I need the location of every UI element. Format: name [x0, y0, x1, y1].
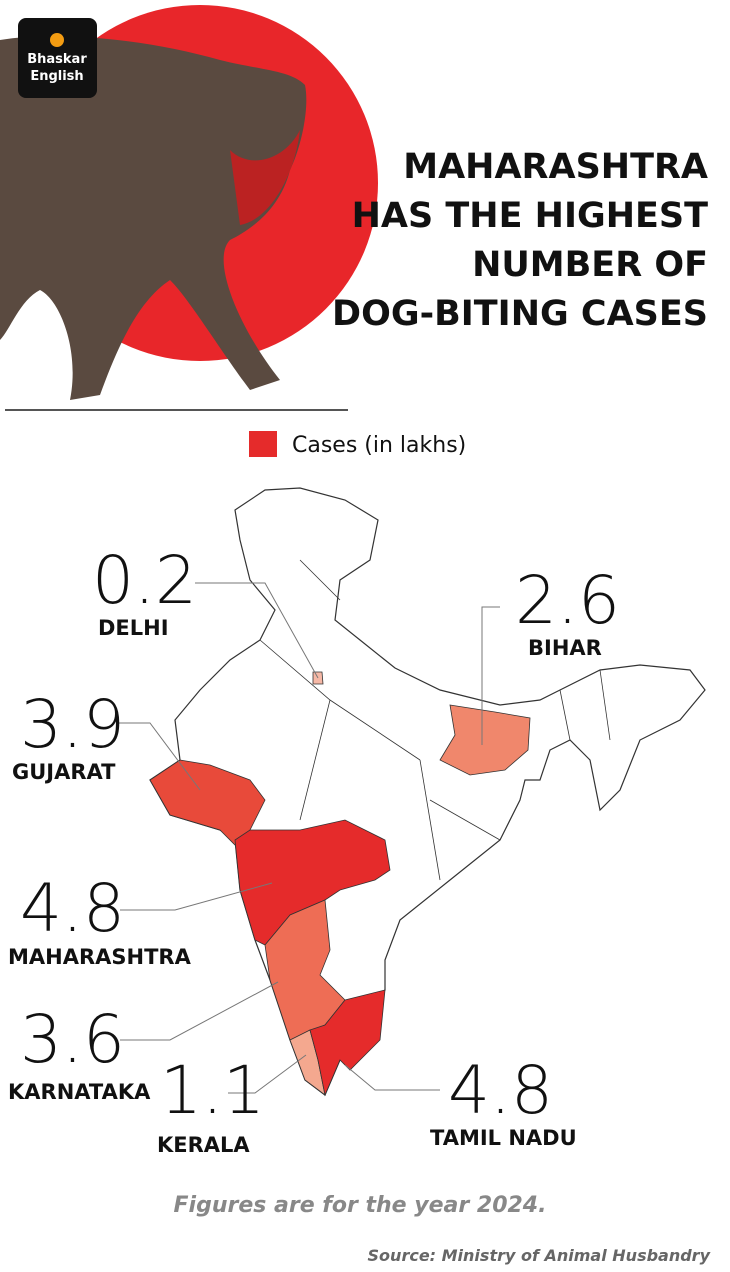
- logo-text: English: [30, 69, 83, 84]
- value-label: 4.8: [20, 870, 125, 947]
- region-name: BIHAR: [528, 636, 602, 660]
- region-name: MAHARASHTRA: [8, 945, 192, 969]
- leader-line: [120, 981, 279, 1041]
- leader-line: [344, 1064, 440, 1091]
- region: [439, 704, 531, 776]
- leader-line: [481, 606, 500, 745]
- legend-swatch: [249, 431, 277, 457]
- logo-dot: [50, 33, 64, 47]
- region-name: TAMIL NADU: [430, 1126, 577, 1150]
- value-label: 2.6: [515, 562, 620, 639]
- title-line: MAHARASHTRA: [403, 147, 708, 187]
- footnote: Figures are for the year 2024.: [174, 1193, 547, 1218]
- title-line: HAS THE HIGHEST: [352, 196, 708, 236]
- value-label: 0.2: [92, 542, 197, 619]
- region: [149, 759, 266, 846]
- state-borders: [259, 559, 611, 881]
- dog-mouth: [230, 130, 300, 225]
- logo-text: Bhaskar: [27, 52, 87, 67]
- legend-label: Cases (in lakhs): [292, 433, 466, 458]
- region-name: KERALA: [157, 1133, 250, 1157]
- region-name: DELHI: [98, 616, 169, 640]
- value-label: 3.9: [20, 686, 125, 763]
- leader-line: [195, 582, 319, 679]
- leader-line: [228, 1054, 307, 1094]
- region-name: GUJARAT: [12, 760, 116, 784]
- region: [264, 899, 346, 1041]
- logo-box: [18, 18, 97, 98]
- leader-line: [120, 882, 273, 911]
- value-label: 1.1: [160, 1052, 265, 1129]
- title: MAHARASHTRA HAS THE HIGHEST NUMBER OF DOG-B…: [332, 147, 708, 334]
- region-name: KARNATAKA: [8, 1080, 151, 1104]
- value-label: 3.6: [20, 1001, 125, 1078]
- region: [234, 819, 391, 946]
- title-line: NUMBER OF: [472, 245, 708, 285]
- title-line: DOG-BITING CASES: [332, 294, 708, 334]
- value-label: 4.8: [448, 1052, 553, 1129]
- leader-line: [118, 722, 201, 791]
- dog-illustration: [0, 36, 307, 400]
- source: Source: Ministry of Animal Husbandry: [368, 1246, 711, 1265]
